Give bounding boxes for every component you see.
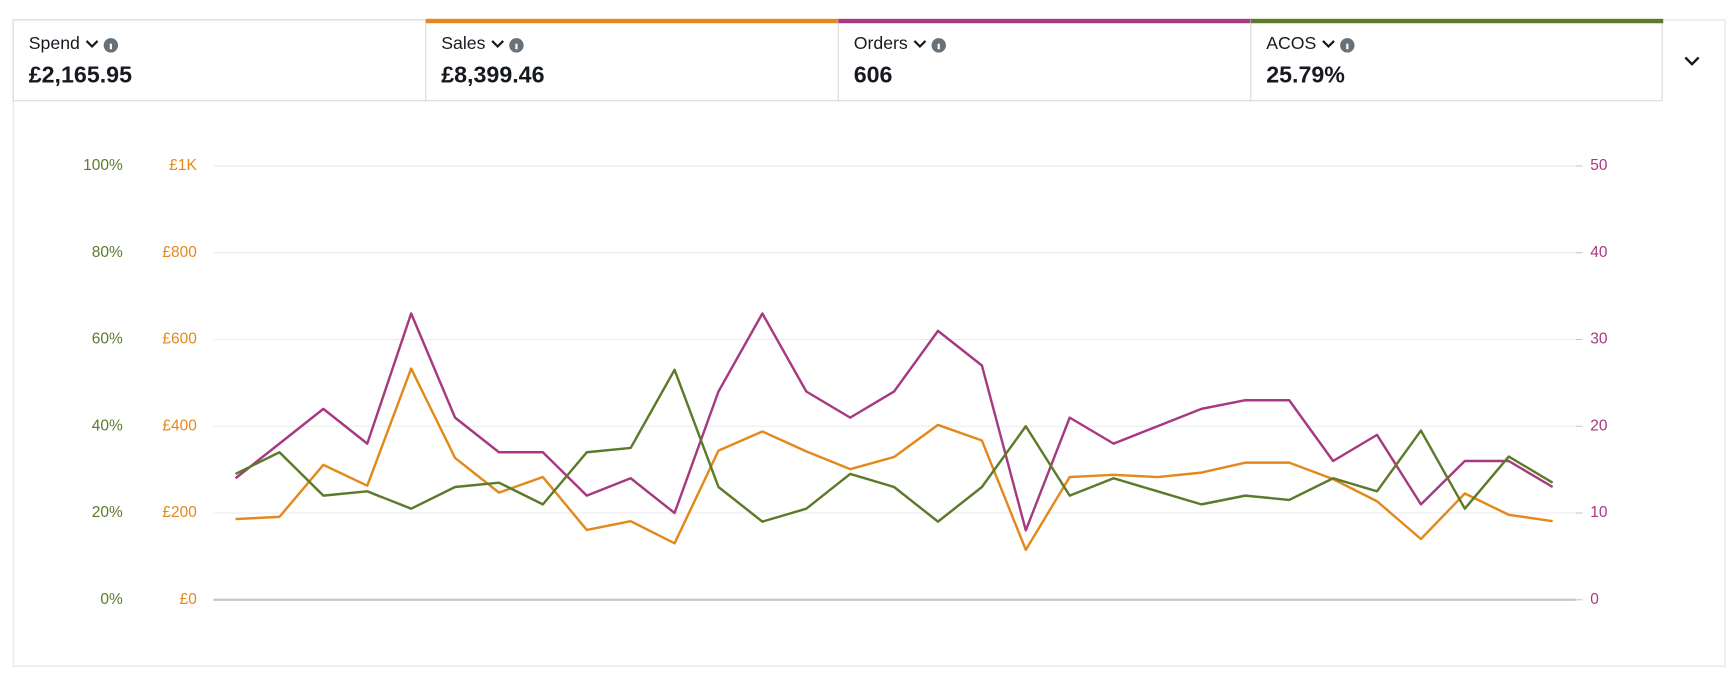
metric-dropdown[interactable] bbox=[1322, 40, 1335, 49]
metric-value: 25.79% bbox=[1266, 61, 1345, 87]
y3-tick-label: 20% bbox=[92, 504, 123, 521]
y2-tick-label: 0 bbox=[1590, 591, 1599, 608]
y3-tick-label: 60% bbox=[92, 331, 123, 348]
y-tick-label: £1K bbox=[169, 157, 197, 174]
y-tick-label: £0 bbox=[180, 591, 197, 608]
series-line bbox=[234, 312, 1554, 532]
info-icon-glyph bbox=[937, 43, 940, 50]
y-tick-label: £200 bbox=[162, 504, 196, 521]
y3-tick-label: 0% bbox=[100, 591, 123, 608]
metric-value: 606 bbox=[854, 61, 893, 87]
panel bbox=[12, 19, 1726, 667]
metric-label: ACOS bbox=[1266, 33, 1316, 53]
expand-chevron[interactable] bbox=[1684, 56, 1700, 66]
metric-value: £8,399.46 bbox=[441, 61, 544, 87]
card-accent bbox=[838, 18, 1251, 24]
y-tick-label: £600 bbox=[162, 331, 196, 348]
metric-label: Spend bbox=[29, 33, 80, 53]
y3-tick-label: 80% bbox=[92, 244, 123, 261]
info-icon-glyph bbox=[1346, 43, 1349, 50]
metric-dropdown[interactable] bbox=[913, 40, 927, 49]
card-accent bbox=[1250, 18, 1664, 24]
y3-tick-label: 100% bbox=[83, 157, 123, 174]
y2-tick-label: 40 bbox=[1590, 244, 1607, 261]
card-accent bbox=[425, 18, 839, 24]
y-tick-label: £800 bbox=[162, 244, 196, 261]
y2-tick-label: 10 bbox=[1590, 504, 1607, 521]
series-line bbox=[235, 368, 1554, 523]
y2-tick-label: 20 bbox=[1590, 417, 1607, 434]
metric-label: Orders bbox=[854, 33, 908, 53]
info-icon-glyph bbox=[515, 43, 518, 50]
y2-tick-label: 50 bbox=[1590, 157, 1607, 174]
y2-tick-label: 30 bbox=[1590, 331, 1607, 348]
y-tick-label: £400 bbox=[162, 417, 196, 434]
metric-value: £2,165.95 bbox=[29, 61, 132, 87]
y3-tick-label: 40% bbox=[92, 417, 123, 434]
metric-dropdown[interactable] bbox=[85, 40, 99, 49]
info-icon-glyph bbox=[109, 43, 112, 50]
metric-label: Sales bbox=[441, 33, 485, 53]
metric-dropdown[interactable] bbox=[491, 40, 504, 49]
